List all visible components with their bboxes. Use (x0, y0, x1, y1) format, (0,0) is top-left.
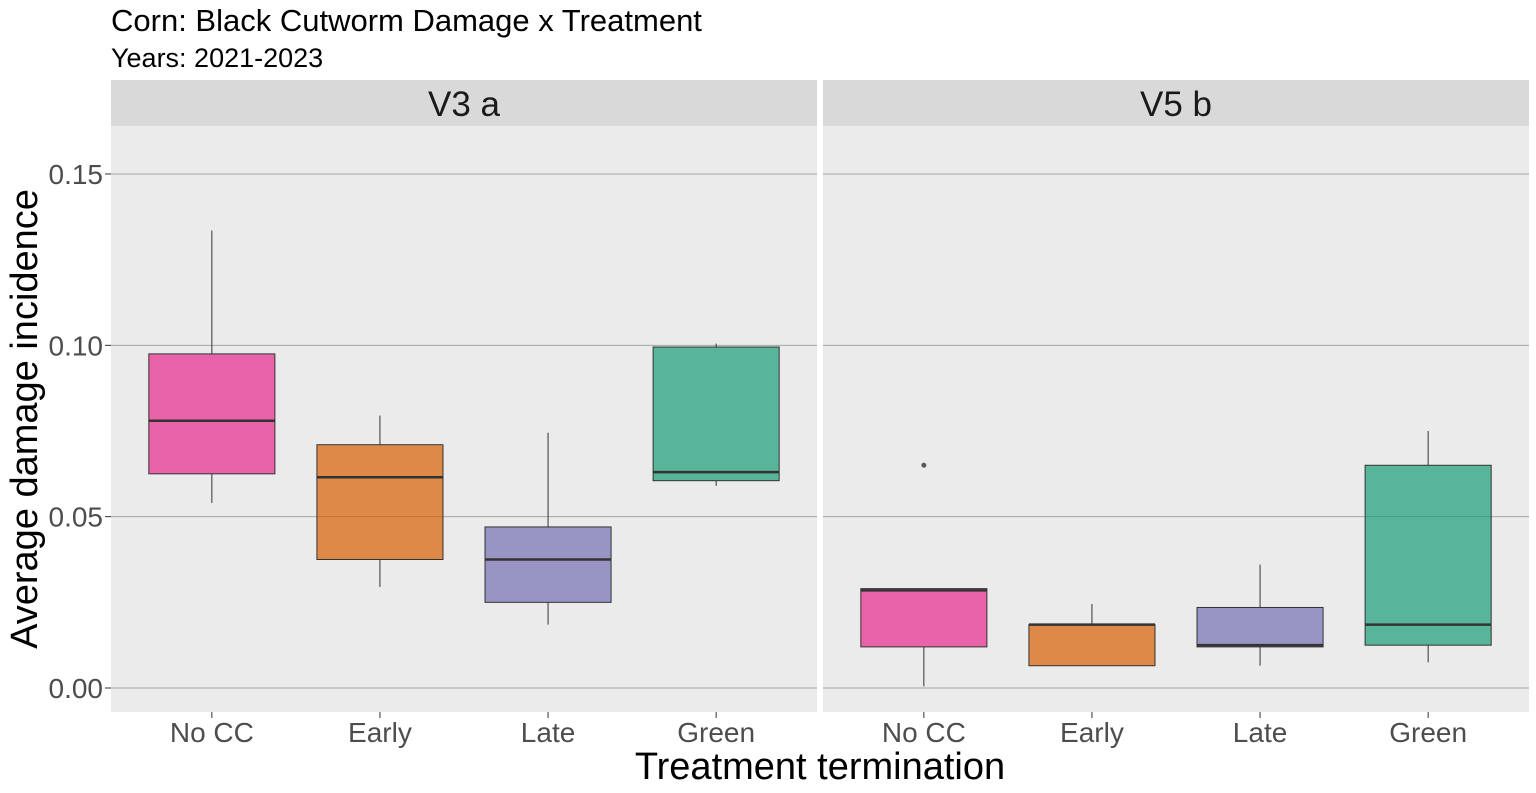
facet-strip-label: V5 b (1140, 85, 1212, 124)
box-iqr (860, 588, 988, 648)
x-tick-label: Early (348, 717, 412, 748)
box-green (1364, 430, 1492, 663)
x-tick-label: Green (677, 717, 755, 748)
box-green (652, 343, 780, 486)
facet-strip (823, 80, 1529, 126)
outlier-point (921, 462, 927, 468)
y-tick-label: 0.05 (49, 502, 104, 533)
box-iqr (1196, 606, 1324, 648)
y-tick-label: 0.15 (49, 159, 104, 190)
x-tick-label: No CC (882, 717, 966, 748)
x-tick-label: Green (1389, 717, 1467, 748)
box-iqr (316, 444, 444, 561)
x-axis-title: Treatment termination (635, 746, 1005, 788)
box-late (1196, 564, 1324, 666)
y-tick-label: 0.10 (49, 330, 104, 361)
facet-panel: V5 b No CC Early Late Green (823, 80, 1529, 748)
box-iqr (1364, 464, 1492, 646)
facet-strip-label: V3 a (428, 85, 501, 124)
x-tick-label: Late (521, 717, 576, 748)
y-axis-title: Average damage incidence (4, 189, 46, 649)
x-tick-label: No CC (170, 717, 254, 748)
facet-strip (111, 80, 817, 126)
box-no-cc (148, 230, 276, 503)
box-iqr (652, 346, 780, 482)
box-iqr (484, 526, 612, 603)
x-tick-label: Late (1233, 717, 1288, 748)
box-iqr (1028, 624, 1156, 667)
box-early (316, 415, 444, 587)
y-tick-label: 0.00 (49, 673, 104, 704)
x-tick-label: Early (1060, 717, 1124, 748)
box-no-cc (860, 462, 988, 687)
y-axis: 0.00 0.05 0.10 0.15 (49, 159, 111, 704)
chart-subtitle: Years: 2021-2023 (111, 43, 323, 73)
panels-layer: V3 a No CC Early Late Green V5 b No CC Early Lat… (111, 80, 1529, 748)
chart-title: Corn: Black Cutworm Damage x Treatment (111, 3, 702, 38)
box-late (484, 432, 612, 625)
facet-panel: V3 a No CC Early Late Green (111, 80, 817, 748)
box-iqr (148, 353, 276, 475)
box-early (1028, 604, 1156, 667)
